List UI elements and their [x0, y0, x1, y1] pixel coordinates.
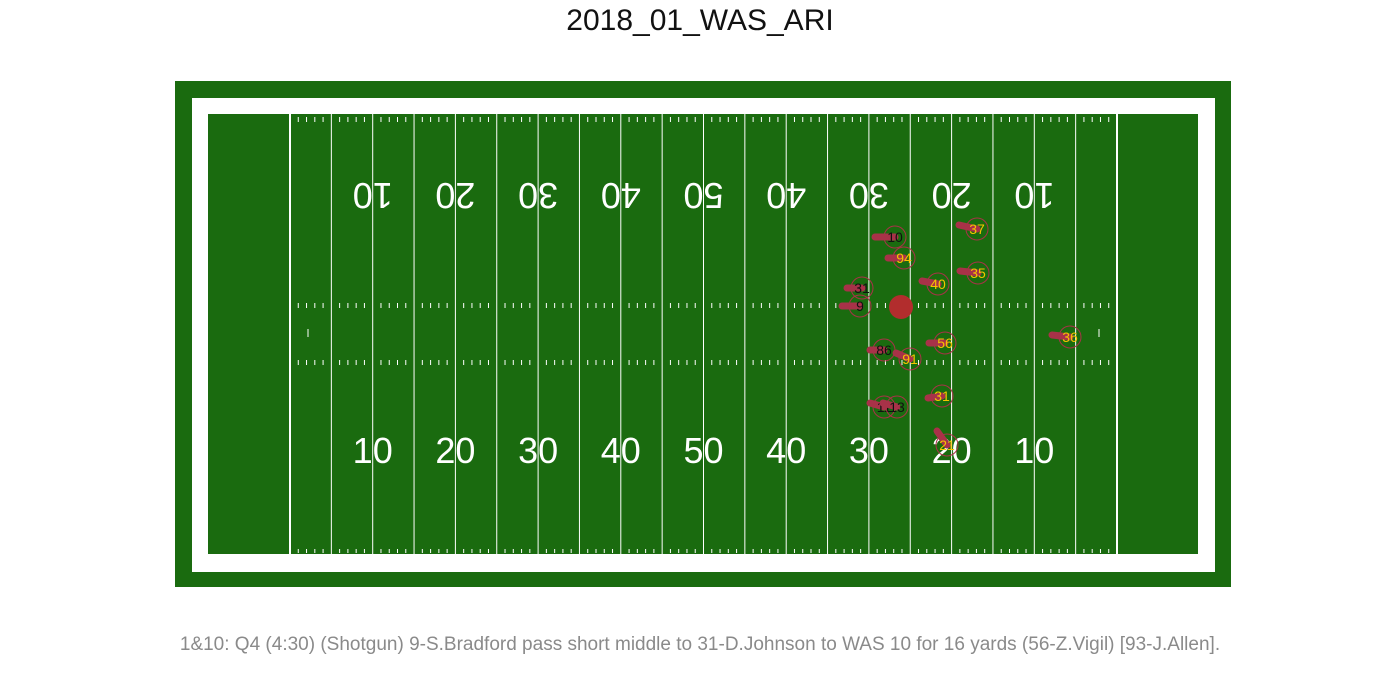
yard-number-bottom: 10	[1014, 430, 1054, 471]
player-ring	[892, 246, 916, 270]
yard-number-top: 40	[766, 175, 806, 216]
player-marker: 56	[925, 331, 957, 355]
yard-number-top: 10	[353, 175, 393, 216]
player-jersey-label: 35	[970, 265, 986, 281]
yard-number-bottom: 10	[353, 430, 393, 471]
player-ring	[933, 331, 957, 355]
football-icon	[889, 295, 913, 319]
yard-lines	[289, 114, 1118, 554]
yard-number-bottom: 30	[849, 430, 889, 471]
yard-number-bottom: 20	[435, 430, 475, 471]
player-jersey-label: 13	[889, 399, 905, 415]
player-ring	[966, 261, 990, 285]
yard-number-top: 20	[435, 175, 475, 216]
player-marker: 94	[884, 246, 916, 270]
yard-number-top: 30	[849, 175, 889, 216]
player-jersey-label: 94	[896, 250, 912, 266]
player-marker: 21	[933, 427, 959, 457]
player-track	[1048, 331, 1074, 341]
player-track	[918, 277, 942, 288]
player-ring	[898, 347, 922, 371]
yard-number-top: 50	[683, 175, 723, 216]
yard-number-bottom: 40	[601, 430, 641, 471]
player-ring	[850, 276, 874, 300]
player-jersey-label: 36	[1062, 329, 1078, 345]
player-jersey-label: 21	[939, 437, 955, 453]
player-marker: 31	[924, 384, 954, 408]
player-jersey-label: 91	[902, 351, 918, 367]
player-ring	[935, 433, 959, 457]
player-jersey-label: 37	[969, 221, 985, 237]
player-track	[866, 399, 888, 411]
player-ring	[848, 294, 872, 318]
player-track	[892, 349, 914, 363]
yard-number-bottom: 30	[518, 430, 558, 471]
player-marker: 37	[955, 217, 989, 241]
player-ring	[1058, 325, 1082, 349]
player-jersey-label: 9	[856, 298, 864, 314]
player-ring	[883, 225, 907, 249]
play-description: 1&10: Q4 (4:30) (Shotgun) 9-S.Bradford p…	[179, 634, 1221, 655]
player-marker: 9	[838, 294, 872, 318]
player-jersey-label: 40	[930, 276, 946, 292]
player-marker: 91	[892, 347, 922, 371]
player-track	[956, 267, 982, 277]
player-ring	[926, 272, 950, 296]
player-ring	[885, 395, 909, 419]
yard-number-top: 30	[518, 175, 558, 216]
play-title: 2018_01_WAS_ARI	[566, 4, 834, 37]
player-track	[933, 427, 951, 449]
player-marker: 36	[1048, 325, 1082, 349]
player-marker: 40	[918, 272, 950, 296]
yard-number-bottom: 50	[683, 430, 723, 471]
yard-number-top: 10	[1014, 175, 1054, 216]
player-track	[955, 221, 981, 233]
yard-number-bottom: 40	[766, 430, 806, 471]
player-marker: 13	[879, 395, 909, 419]
player-jersey-label: 31	[934, 388, 950, 404]
player-jersey-label: 86	[876, 342, 892, 358]
player-track	[879, 399, 901, 411]
player-ring	[965, 217, 989, 241]
player-marker: 10	[871, 225, 907, 249]
player-marker: 31	[843, 276, 874, 300]
player-marker: 35	[956, 261, 990, 285]
yard-number-top: 20	[932, 175, 972, 216]
player-jersey-label: 56	[937, 335, 953, 351]
player-jersey-label: 10	[887, 229, 903, 245]
player-jersey-label: 31	[854, 280, 870, 296]
player-ring	[930, 384, 954, 408]
player-track	[924, 392, 946, 402]
yard-number-top: 40	[601, 175, 641, 216]
